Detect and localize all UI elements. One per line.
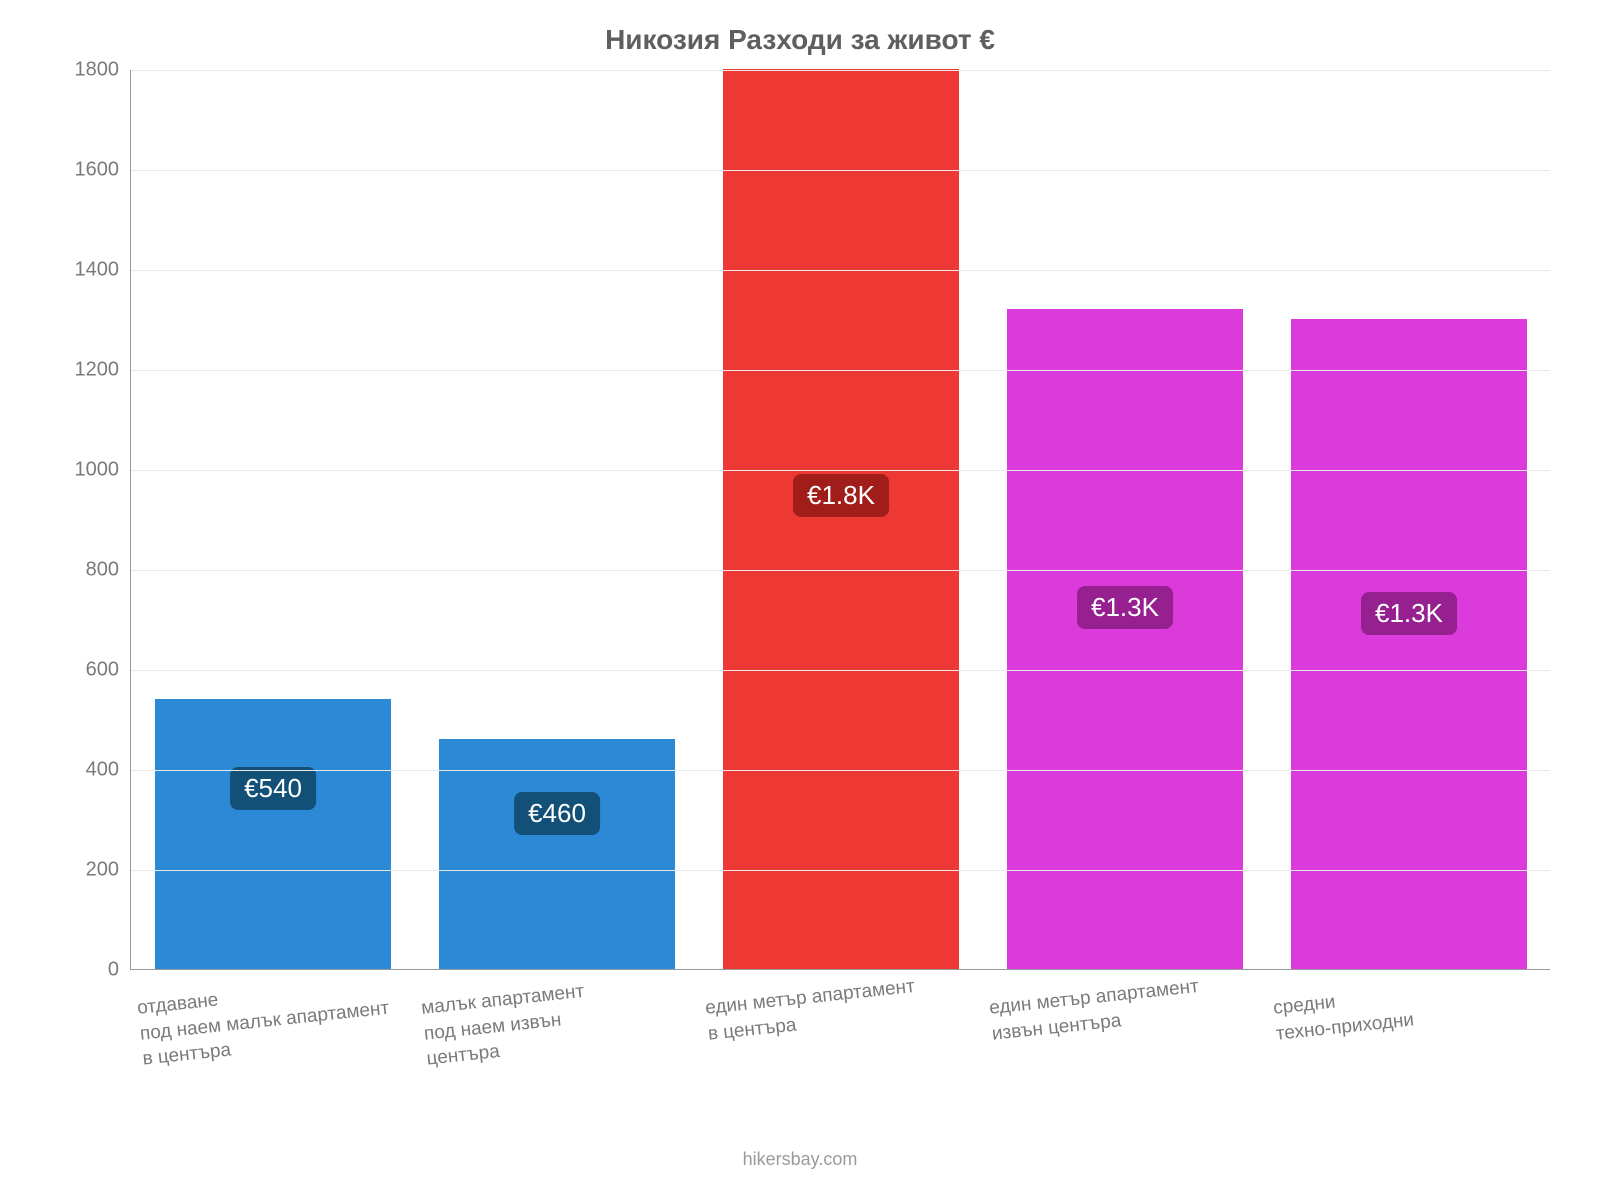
value-badge: €460 bbox=[514, 792, 600, 835]
y-tick-label: 600 bbox=[86, 659, 131, 682]
y-tick-label: 1600 bbox=[75, 159, 132, 182]
bar: €1.3K bbox=[1291, 319, 1527, 969]
y-tick-label: 200 bbox=[86, 859, 131, 882]
gridline bbox=[131, 470, 1550, 471]
value-badge: €1.3K bbox=[1077, 586, 1173, 629]
bars-layer: €540 €460 €1.8K €1.3K €1.3K bbox=[131, 70, 1550, 969]
y-tick-label: 1200 bbox=[75, 359, 132, 382]
bar: €1.8K bbox=[723, 69, 959, 969]
cost-of-living-chart: Никозия Разходи за живот € €540 €460 €1.8K… bbox=[0, 0, 1600, 1200]
y-tick-label: 1800 bbox=[75, 59, 132, 82]
chart-footer: hikersbay.com bbox=[0, 1149, 1600, 1170]
gridline bbox=[131, 270, 1550, 271]
x-tick-label: средни техно-приходни bbox=[1272, 982, 1415, 1047]
gridline bbox=[131, 770, 1550, 771]
x-tick-label: отдаване под наем малък апартамент в цен… bbox=[136, 970, 393, 1073]
gridline bbox=[131, 870, 1550, 871]
y-tick-label: 800 bbox=[86, 559, 131, 582]
y-tick-label: 1000 bbox=[75, 459, 132, 482]
plot-area: €540€460€1.8K€1.3K€1.3K 0200400600800100… bbox=[130, 70, 1550, 970]
value-badge: €1.8K bbox=[793, 474, 889, 517]
x-tick-label: един метър апартамент извън центъра bbox=[988, 974, 1203, 1047]
x-tick-label: малък апартамент под наем извън центъра bbox=[420, 979, 591, 1073]
gridline bbox=[131, 170, 1550, 171]
chart-title: Никозия Разходи за живот € bbox=[0, 24, 1600, 56]
gridline bbox=[131, 670, 1550, 671]
y-tick-label: 0 bbox=[108, 959, 131, 982]
x-tick-label: един метър апартамент в центъра bbox=[704, 974, 919, 1047]
bar: €460 bbox=[439, 739, 675, 969]
value-badge: €540 bbox=[230, 767, 316, 810]
bar: €540 bbox=[155, 699, 391, 969]
y-tick-label: 1400 bbox=[75, 259, 132, 282]
y-tick-label: 400 bbox=[86, 759, 131, 782]
gridline bbox=[131, 570, 1550, 571]
gridline bbox=[131, 370, 1550, 371]
value-badge: €1.3K bbox=[1361, 592, 1457, 635]
gridline bbox=[131, 70, 1550, 71]
